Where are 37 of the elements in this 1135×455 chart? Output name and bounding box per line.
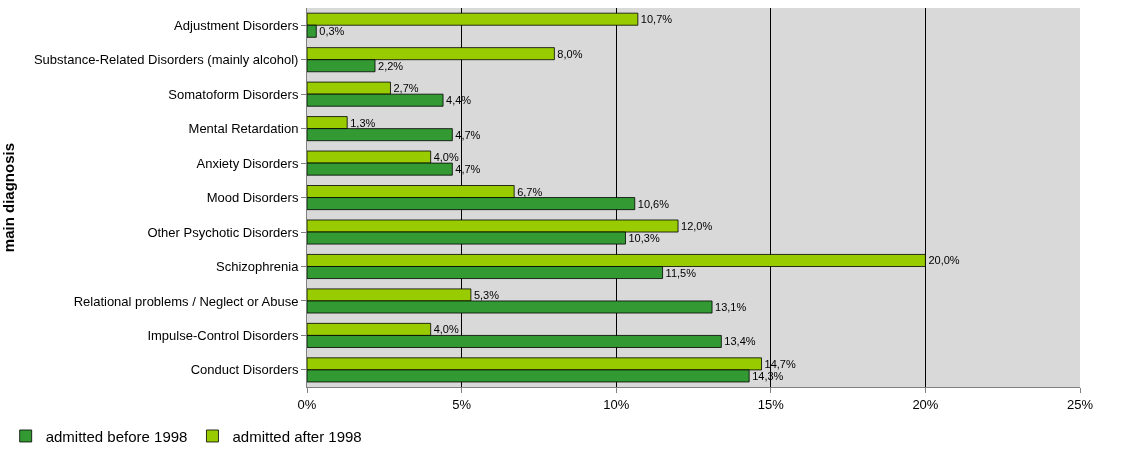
data-label: 2,7% bbox=[393, 82, 419, 95]
data-label: 2,2% bbox=[378, 59, 404, 72]
x-tick-label: 0% bbox=[297, 396, 317, 412]
x-tick-label: 15% bbox=[757, 396, 785, 412]
legend-label: admitted after 1998 bbox=[232, 427, 362, 445]
y-tick-label: Relational problems / Neglect or Abuse bbox=[73, 293, 299, 309]
y-tick-label: Adjustment Disorders bbox=[174, 17, 299, 33]
y-axis-title: main diagnosis bbox=[0, 142, 18, 253]
data-label: 13,4% bbox=[724, 335, 756, 348]
data-label: 12,0% bbox=[681, 220, 713, 232]
data-label: 10,7% bbox=[640, 13, 673, 26]
data-label: 4,0% bbox=[433, 151, 459, 164]
y-tick-label: Substance-Related Disorders (mainly alcohol) bbox=[33, 52, 299, 68]
legend-label: admitted before 1998 bbox=[45, 427, 188, 445]
y-tick-label: Impulse-Control Disorders bbox=[147, 327, 299, 343]
y-tick-label: Anxiety Disorders bbox=[196, 155, 299, 171]
y-tick-label: Mental Retardation bbox=[188, 121, 299, 137]
x-tick-label: 5% bbox=[452, 396, 472, 412]
y-tick-label: Conduct Disorders bbox=[190, 362, 299, 378]
data-label: 0,3% bbox=[319, 25, 345, 38]
y-tick-label: Other Psychotic Disorders bbox=[147, 224, 299, 240]
data-label: 13,1% bbox=[715, 300, 747, 313]
data-label: 6,7% bbox=[517, 185, 543, 198]
data-label: 5,3% bbox=[473, 288, 500, 301]
data-label: 11,5% bbox=[665, 266, 697, 279]
data-label: 20,0% bbox=[928, 254, 960, 267]
data-label: 10,3% bbox=[628, 232, 660, 245]
y-tick-label: Mood Disorders bbox=[206, 190, 299, 206]
x-tick-label: 20% bbox=[912, 396, 939, 412]
data-label: 10,6% bbox=[637, 197, 670, 210]
data-label: 4,0% bbox=[433, 323, 459, 336]
data-label: 8,0% bbox=[557, 47, 583, 60]
data-label: 1,3% bbox=[350, 116, 376, 129]
y-tick-label: Somatoform Disorders bbox=[168, 86, 299, 102]
x-tick-label: 10% bbox=[603, 396, 630, 412]
x-tick-label: 25% bbox=[1066, 396, 1094, 412]
y-tick-label: Schizophrenia bbox=[216, 259, 300, 275]
